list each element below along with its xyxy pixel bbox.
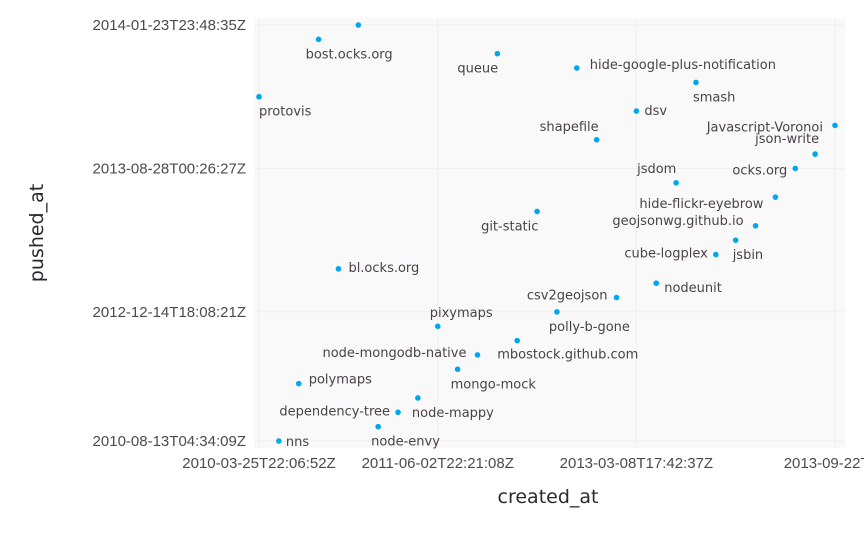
x-axis-title: created_at (498, 486, 599, 508)
data-point (633, 108, 640, 114)
x-axis-ticks: 2010-03-25T22:06:52Z 2011-06-02T22:21:08Z… (182, 455, 864, 472)
point-label: queue (457, 62, 498, 77)
point-label: protovis (259, 105, 312, 120)
data-point (256, 93, 262, 100)
data-point (653, 280, 660, 287)
point-label: polymaps (309, 373, 372, 388)
point-label: smash (693, 90, 735, 105)
data-point (514, 337, 521, 344)
data-point (713, 251, 719, 258)
point-label: cube-logplex (624, 247, 708, 262)
point-label: node-mongodb-native (322, 346, 466, 361)
data-point (593, 136, 600, 143)
point-label: dsv (644, 104, 667, 119)
x-tick-label: 2013-03-08T17:42:37Z (560, 455, 713, 472)
point-label: polly-b-gone (549, 320, 630, 335)
point-label: Javascript-Voronoi (706, 120, 823, 135)
y-axis-ticks: 2010-08-13T04:34:09Z 2012-12-14T18:08:21Z… (93, 17, 246, 450)
point-label: nodeunit (664, 281, 722, 296)
data-point (474, 352, 481, 358)
data-point (812, 151, 818, 157)
data-point (355, 22, 362, 28)
point-label: jsbin (732, 248, 764, 263)
x-tick-label: 2010-03-25T22:06:52Z (182, 455, 335, 472)
points (256, 22, 838, 444)
data-point (732, 237, 739, 243)
y-tick-label: 2010-08-13T04:34:09Z (93, 433, 246, 450)
point-label: node-mappy (412, 406, 494, 421)
point-label: json-write (754, 132, 819, 147)
y-tick-label: 2013-08-28T00:26:27Z (93, 160, 246, 177)
point-label: hide-flickr-eyebrow (639, 197, 763, 212)
point-label: node-envy (371, 435, 440, 450)
data-point (395, 409, 401, 416)
data-point (454, 366, 461, 373)
data-point (295, 380, 302, 387)
point-label: nns (286, 435, 309, 450)
point-label: pixymaps (430, 306, 493, 321)
gridlines (254, 18, 845, 448)
data-point (434, 323, 441, 330)
data-point (573, 65, 580, 71)
point-label: git-static (481, 219, 538, 234)
data-point (335, 266, 342, 272)
point-label: hide-google-plus-notification (590, 58, 776, 73)
point-label: jsdom (636, 162, 676, 177)
data-point (554, 309, 560, 315)
point-label: bl.ocks.org (348, 261, 419, 276)
data-point (673, 179, 679, 186)
data-point (693, 79, 699, 86)
y-tick-label: 2012-12-14T18:08:21Z (93, 304, 246, 321)
point-label: mongo-mock (451, 377, 537, 392)
point-label: geojsonwg.github.io (612, 214, 743, 229)
plot-background (254, 18, 845, 448)
point-label: bost.ocks.org (306, 47, 393, 62)
data-point (315, 36, 322, 43)
data-point (276, 438, 282, 444)
y-tick-label: 2014-01-23T23:48:35Z (93, 17, 246, 34)
data-point (534, 208, 540, 215)
point-label: shapefile (540, 120, 599, 135)
x-tick-label: 2011-06-02T22:21:08Z (362, 455, 514, 472)
data-point (375, 423, 381, 430)
data-point (613, 294, 620, 301)
data-point (792, 165, 799, 172)
point-label: mbostock.github.com (497, 348, 638, 363)
data-point (752, 223, 759, 229)
data-point (494, 50, 501, 57)
point-label: ocks.org (732, 163, 787, 178)
point-labels: protovis nns polymaps bost.ocks.org bl.ocks.… (259, 47, 823, 450)
data-point (772, 194, 779, 200)
data-point (415, 395, 421, 401)
data-point (832, 122, 838, 129)
x-tick-label: 2013-09-22T17 (784, 455, 864, 472)
point-label: csv2geojson (527, 289, 608, 304)
point-label: dependency-tree (279, 404, 390, 419)
y-axis-title: pushed_at (26, 184, 48, 282)
